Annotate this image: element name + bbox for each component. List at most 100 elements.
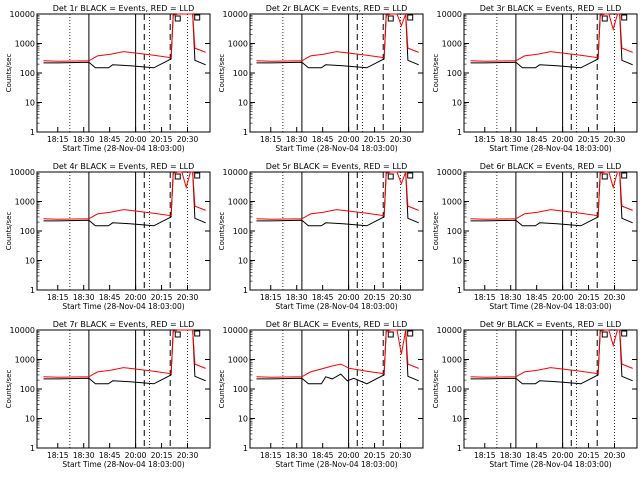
y-axis-label: Counts/sec: [218, 54, 226, 93]
series-events-line: [256, 329, 419, 385]
series-lld-line: [470, 329, 633, 378]
x-tick-label: 20:15: [578, 135, 600, 144]
series-events-line: [470, 329, 633, 385]
x-tick-label: 20:15: [364, 451, 386, 460]
y-tick-label: 10: [452, 257, 462, 266]
y-tick-label: 1000: [15, 198, 35, 207]
x-tick-label: 18:15: [47, 135, 69, 144]
y-tick-label: 10000: [437, 326, 462, 335]
y-tick-label: 10: [452, 99, 462, 108]
y-tick-label: 10: [238, 99, 248, 108]
x-tick-label: 18:15: [47, 451, 69, 460]
series-lld-line: [256, 13, 419, 62]
panel-2: Det 2r BLACK = Events, RED = LLD 1 10 100 10…: [218, 4, 424, 153]
x-tick-label: 20:15: [151, 135, 173, 144]
marker-square: [621, 172, 628, 179]
x-tick-label: 18:30: [500, 293, 522, 302]
panel-3: Det 3r BLACK = Events, RED = LLD 1 10 100 10…: [432, 4, 638, 153]
panel-6: Det 6r BLACK = Events, RED = LLD 1 10 100 10…: [432, 162, 638, 311]
x-tick-label: 18:15: [260, 293, 282, 302]
x-tick-label: 18:30: [500, 451, 522, 460]
x-tick-label: 20:15: [364, 293, 386, 302]
x-tick-label: 18:30: [286, 135, 308, 144]
series-events-line: [256, 171, 419, 227]
marker-square: [621, 330, 628, 337]
x-tick-label: 20:00: [338, 451, 360, 460]
y-tick-label: 10: [25, 99, 35, 108]
y-axis-label: Counts/sec: [5, 212, 13, 251]
x-tick-label: 18:45: [526, 135, 548, 144]
y-axis-label: Counts/sec: [432, 54, 440, 93]
y-tick-label: 1: [243, 128, 248, 137]
x-axis-label: Start Time (28-Nov-04 18:03:00): [275, 460, 397, 469]
x-tick-label: 20:00: [125, 135, 147, 144]
x-tick-label: 18:30: [286, 451, 308, 460]
series-lld-line: [43, 329, 206, 378]
y-axis-label: Counts/sec: [5, 54, 13, 93]
x-tick-label: 20:00: [125, 451, 147, 460]
y-tick-label: 100: [233, 69, 248, 78]
y-tick-label: 10000: [10, 10, 35, 19]
marker-square: [601, 15, 608, 22]
marker-square: [621, 14, 628, 21]
series-events-line: [43, 171, 206, 227]
series-events-line: [470, 171, 633, 227]
x-tick-label: 20:30: [177, 451, 199, 460]
y-tick-label: 1000: [442, 356, 462, 365]
y-tick-label: 10: [238, 257, 248, 266]
y-tick-label: 1: [30, 128, 35, 137]
plot-frame: [463, 171, 638, 291]
y-tick-label: 100: [233, 227, 248, 236]
y-tick-label: 10000: [223, 10, 248, 19]
y-tick-label: 10: [238, 415, 248, 424]
marker-square: [194, 330, 201, 337]
y-axis-label: Counts/sec: [432, 212, 440, 251]
x-tick-label: 20:00: [552, 451, 574, 460]
x-tick-label: 18:30: [73, 135, 95, 144]
x-tick-label: 20:30: [177, 293, 199, 302]
y-tick-label: 100: [447, 227, 462, 236]
x-tick-label: 18:15: [260, 135, 282, 144]
x-axis-label: Start Time (28-Nov-04 18:03:00): [275, 144, 397, 153]
panel-title: Det 9r BLACK = Events, RED = LLD: [480, 320, 622, 329]
y-tick-label: 10: [25, 415, 35, 424]
y-tick-label: 1: [457, 444, 462, 453]
marker-square: [387, 15, 394, 22]
x-tick-label: 18:30: [73, 451, 95, 460]
x-tick-label: 18:15: [474, 451, 496, 460]
y-tick-label: 1000: [442, 40, 462, 49]
y-tick-label: 1000: [442, 198, 462, 207]
panel-title: Det 6r BLACK = Events, RED = LLD: [480, 162, 622, 171]
y-tick-label: 1: [243, 286, 248, 295]
x-tick-label: 20:00: [338, 293, 360, 302]
x-tick-label: 18:45: [312, 135, 334, 144]
series-lld-line: [470, 13, 633, 62]
x-tick-label: 20:15: [578, 293, 600, 302]
y-tick-label: 1: [457, 128, 462, 137]
panel-title: Det 8r BLACK = Events, RED = LLD: [266, 320, 408, 329]
x-tick-label: 20:30: [177, 135, 199, 144]
y-tick-label: 100: [20, 227, 35, 236]
marker-square: [407, 14, 414, 21]
x-axis-label: Start Time (28-Nov-04 18:03:00): [489, 302, 611, 311]
y-axis-label: Counts/sec: [218, 212, 226, 251]
x-axis-label: Start Time (28-Nov-04 18:03:00): [62, 302, 184, 311]
x-tick-label: 18:45: [526, 293, 548, 302]
x-tick-label: 18:15: [474, 293, 496, 302]
x-tick-label: 18:30: [500, 135, 522, 144]
x-tick-label: 18:15: [260, 451, 282, 460]
x-tick-label: 20:30: [604, 293, 626, 302]
x-tick-label: 18:45: [312, 293, 334, 302]
x-tick-label: 18:15: [47, 293, 69, 302]
panel-title: Det 7r BLACK = Events, RED = LLD: [53, 320, 195, 329]
panel-title: Det 4r BLACK = Events, RED = LLD: [53, 162, 195, 171]
series-events-line: [43, 13, 206, 69]
y-tick-label: 100: [447, 69, 462, 78]
x-tick-label: 18:45: [99, 451, 121, 460]
series-lld-line: [256, 171, 419, 220]
x-tick-label: 20:15: [151, 293, 173, 302]
y-tick-label: 10000: [223, 168, 248, 177]
x-axis-label: Start Time (28-Nov-04 18:03:00): [62, 144, 184, 153]
marker-square: [174, 173, 181, 180]
